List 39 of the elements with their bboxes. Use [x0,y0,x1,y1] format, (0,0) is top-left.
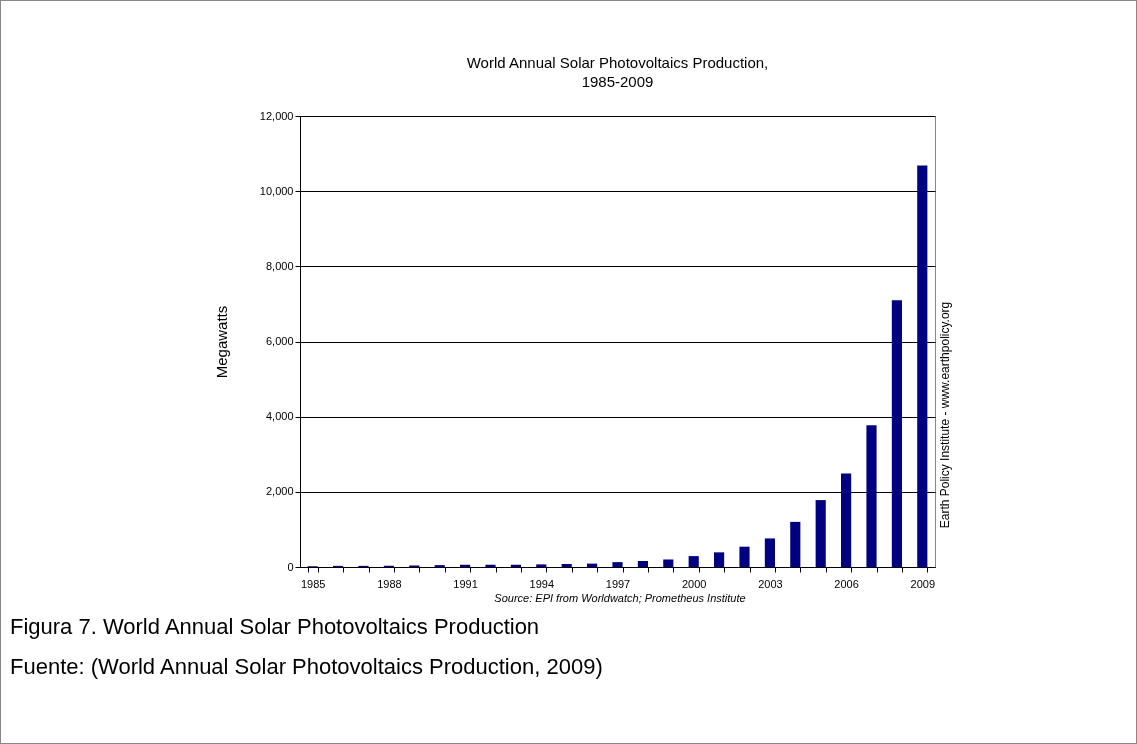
text: World Annual Solar Photovoltaics Production, [466,54,769,71]
bar [612,562,623,567]
bar [561,563,572,567]
bar [637,560,648,567]
text: Figura 7. World Annual Solar Photovoltaics Production [10,614,540,640]
source-note: Source: EPI from Worldwatch; Prometheus Institute [494,592,746,604]
y-tick-label: 0 [287,560,294,573]
x-tick-label: 2003 [758,577,783,590]
bar [841,473,852,567]
x-tick-label: 1991 [453,577,478,590]
bar [815,500,826,567]
y-tick-label: 4,000 [265,410,294,423]
bar [688,556,699,567]
bar [485,564,496,567]
bar [917,165,928,567]
y-tick-label: 2,000 [265,485,294,498]
x-tick-label: 2006 [834,577,859,590]
bar [764,538,775,567]
text: 1985-2009 [581,73,654,90]
x-tick-label: 2009 [910,577,936,590]
bar [790,521,801,567]
bar [663,559,674,567]
y-tick-label: 10,000 [259,184,294,197]
bar [714,552,725,567]
x-tick-label: 1988 [377,577,402,590]
bar [536,564,547,567]
source-note: Fuente: (World Annual Solar Photovoltaics Production, 2009) [10,654,603,680]
bar [891,300,902,567]
text: Earth Policy Institute - www.earthpolicy.org [938,301,952,529]
y-axis-title: Megawatts [212,305,230,379]
x-tick-label: 1985 [300,577,326,590]
x-tick-label: 1997 [605,577,631,590]
y-tick-label: 6,000 [265,335,294,347]
y-tick-label: 8,000 [265,259,294,272]
x-tick-label: 1994 [529,577,555,590]
y-tick-label: 12,000 [259,109,294,122]
bar [739,546,750,567]
x-tick-label: 2000 [681,577,707,590]
bar [866,425,877,567]
